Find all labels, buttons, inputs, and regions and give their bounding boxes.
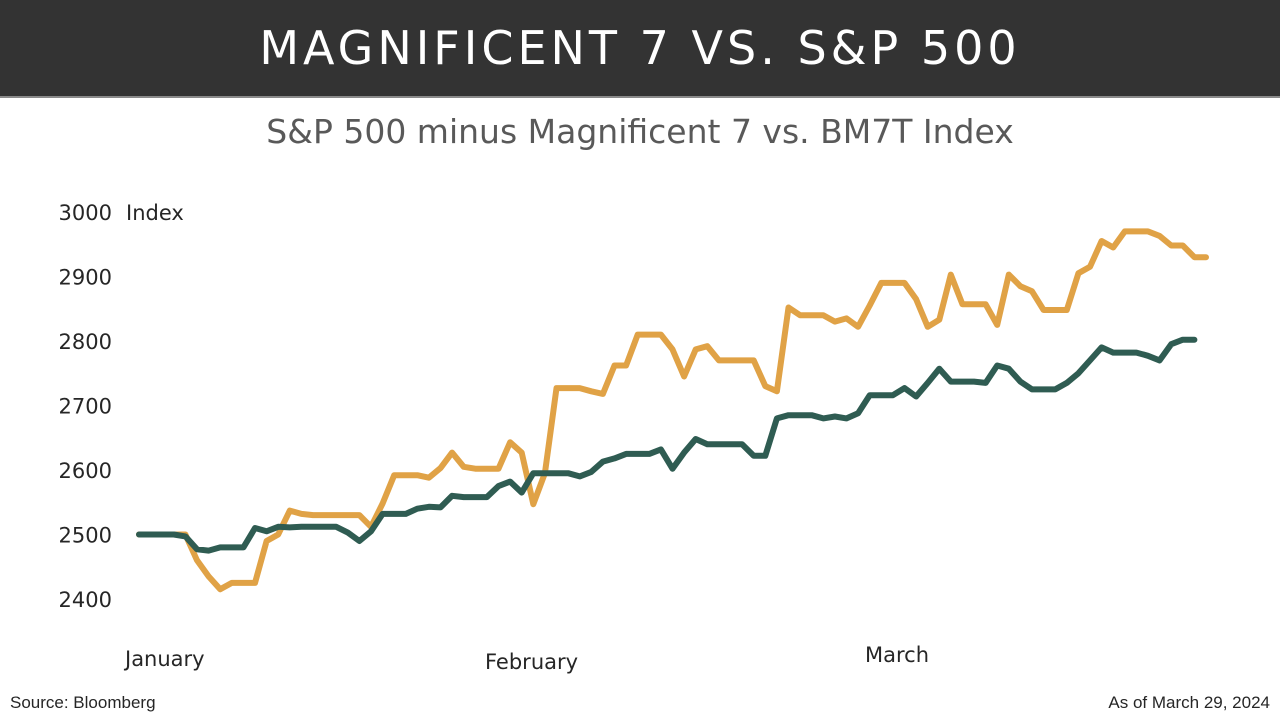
- header-bar: MAGNIFICENT 7 VS. S&P 500: [0, 0, 1280, 98]
- y-tick-label: 2500: [59, 524, 112, 548]
- y-tick-label: 2900: [59, 266, 112, 290]
- y-tick-label: 2600: [59, 459, 112, 483]
- series-line-green: [136, 336, 1198, 554]
- series-line-gold: [136, 228, 1209, 593]
- series-lines: [136, 228, 1209, 593]
- chart-title: S&P 500 minus Magnificent 7 vs. BM7T Ind…: [266, 112, 1014, 151]
- page-title: MAGNIFICENT 7 VS. S&P 500: [259, 21, 1021, 75]
- source-note: Source: Bloomberg: [10, 693, 156, 712]
- x-tick-label: March: [865, 643, 929, 667]
- y-axis-label: Index: [126, 201, 184, 225]
- y-tick-label: 2400: [59, 588, 112, 612]
- x-tick-label: February: [485, 650, 578, 674]
- y-tick-label: 2800: [59, 330, 112, 354]
- y-tick-label: 3000: [59, 201, 112, 225]
- x-tick-label: January: [123, 647, 205, 671]
- y-tick-label: 2700: [59, 395, 112, 419]
- y-axis-ticks: 3000 2900 2800 2700 2600 2500 2400: [59, 201, 112, 612]
- as-of-date: As of March 29, 2024: [1108, 693, 1270, 712]
- x-axis-labels: January February March: [123, 643, 929, 674]
